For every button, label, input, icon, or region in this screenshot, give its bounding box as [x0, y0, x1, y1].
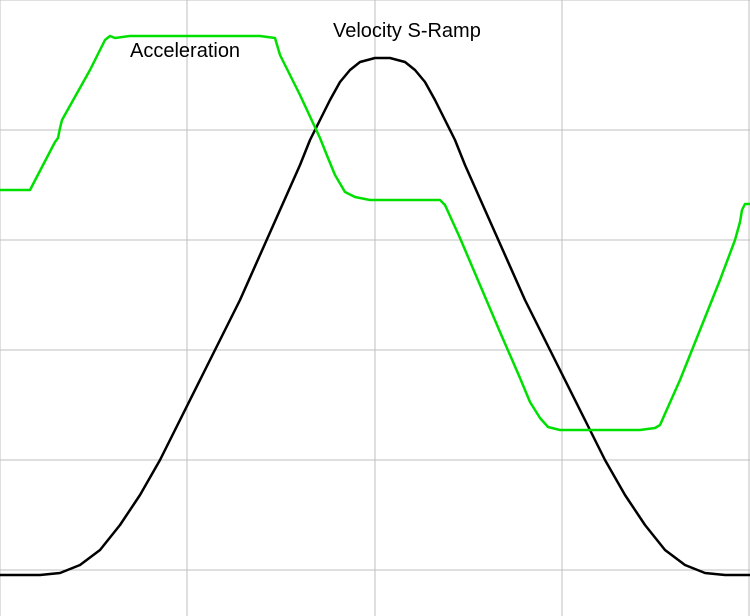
motion-profile-chart	[0, 0, 750, 616]
chart-container: Acceleration Velocity S-Ramp	[0, 0, 750, 616]
